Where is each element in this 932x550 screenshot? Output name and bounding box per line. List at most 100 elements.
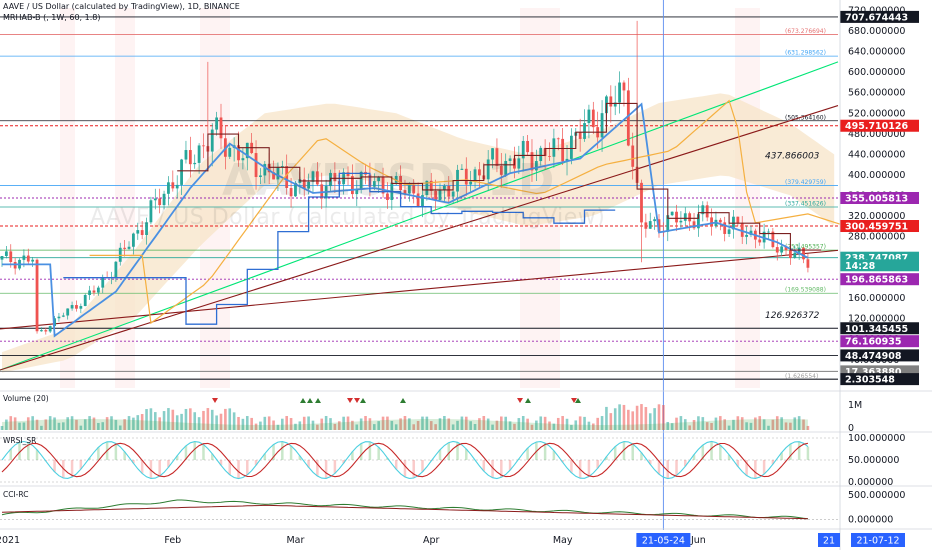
candle-body-116: [508, 158, 512, 161]
volume-bar-139: [609, 413, 613, 430]
volume-bar-184: [806, 425, 810, 430]
candle-body-31: [136, 230, 140, 234]
volume-bar-94: [412, 424, 416, 430]
volume-bar-97: [425, 416, 429, 430]
volume-pane-label[interactable]: Volume (20): [3, 394, 49, 403]
volume-bar-131: [574, 420, 578, 430]
time-highlight-a-bg: [636, 533, 691, 547]
time-edge-bg: [818, 533, 840, 547]
candle-body-46: [202, 145, 205, 147]
volume-bar-52: [228, 408, 232, 430]
price-tick-5: 520.000000: [848, 108, 905, 119]
volume-bar-50: [219, 413, 223, 430]
volume-bar-93: [408, 418, 411, 430]
volume-bar-114: [500, 416, 503, 430]
candle-body-45: [197, 145, 201, 163]
volume-bars: [0, 404, 810, 430]
volume-bar-29: [127, 416, 131, 430]
candle-body-55: [241, 158, 245, 161]
symbol-title[interactable]: AAVE / US Dollar (calculated by TradingV…: [3, 2, 240, 11]
candle-body-86: [377, 177, 381, 182]
price-tag-bg-3: [840, 220, 919, 233]
price-tick-2: 640.000000: [848, 47, 905, 58]
candle-body-144: [631, 145, 635, 167]
volume-bar-159: [697, 416, 700, 430]
candle-body-35: [153, 198, 157, 201]
volume-bar-31: [136, 415, 140, 430]
volume-bar-177: [775, 416, 779, 430]
wrsi-line: [1, 440, 809, 480]
volume-bar-99: [434, 424, 437, 430]
volume-bar-57: [250, 417, 253, 430]
candle-body-17: [75, 305, 78, 309]
candle-body-118: [517, 158, 521, 169]
volume-bar-174: [762, 419, 766, 430]
time-label-4: May: [553, 535, 573, 546]
candle-body-108: [473, 169, 477, 182]
candle-body-22: [96, 287, 100, 293]
candle-body-49: [215, 117, 219, 130]
candle-body-140: [613, 102, 617, 107]
candle-body-32: [140, 230, 144, 236]
candle-body-126: [552, 138, 556, 157]
volume-bar-100: [438, 418, 442, 430]
wrsi-tick-2: 0.000000: [848, 477, 893, 488]
candle-body-97: [425, 180, 429, 196]
price-tick-7: 440.000000: [848, 149, 905, 160]
volume-signal-down-4: [347, 398, 353, 403]
volume-bar-128: [561, 416, 564, 430]
volume-bar-24: [105, 417, 109, 430]
volume-signal-up-9: [525, 398, 531, 403]
candle-body-58: [254, 153, 258, 178]
candle-body-121: [530, 152, 534, 171]
volume-bar-69: [302, 416, 306, 430]
candle-body-27: [118, 247, 122, 262]
volume-bar-112: [491, 424, 494, 430]
volume-bar-133: [583, 416, 586, 430]
watermark-symbol: AAVEUSD, 1D: [222, 155, 555, 206]
volume-bar-55: [241, 418, 245, 430]
candle-body-43: [188, 150, 192, 165]
indicator-title[interactable]: MRHAB-B (, 1W, 60, 1.8): [3, 13, 101, 22]
cci-line: [1, 499, 808, 520]
candle-body-60: [263, 163, 267, 176]
volume-bar-45: [197, 417, 201, 430]
candle-body-0: [0, 256, 4, 260]
candle-body-119: [521, 140, 525, 159]
candle-body-176: [771, 231, 775, 248]
volume-bar-74: [324, 416, 328, 430]
price-tag-bg-0: [840, 10, 919, 23]
volume-bar-181: [793, 417, 797, 430]
candle-body-106: [464, 168, 468, 185]
volume-ma-area: [2, 419, 808, 430]
volume-bar-27: [118, 425, 122, 430]
volume-bar-32: [140, 414, 144, 430]
volume-bar-43: [189, 408, 192, 430]
volume-bar-28: [123, 419, 126, 430]
candle-body-173: [758, 239, 762, 243]
candle-body-93: [407, 185, 411, 194]
candle-body-6: [26, 255, 30, 262]
volume-bar-35: [154, 412, 157, 430]
candle-body-158: [692, 221, 696, 229]
volume-bar-167: [732, 419, 735, 430]
volume-bar-16: [70, 416, 74, 430]
candle-body-162: [710, 217, 713, 227]
volume-bar-157: [688, 425, 691, 430]
volume-bar-160: [701, 417, 705, 430]
cci-signal: [1, 504, 808, 520]
cci-pane-label[interactable]: CCI-RC: [3, 490, 29, 499]
level-label-1: (631.298562): [785, 50, 826, 57]
wrsi-pane-label[interactable]: WRSI_SR: [3, 436, 37, 445]
candle-body-95: [416, 193, 420, 207]
volume-bar-87: [381, 416, 385, 430]
volume-bar-1: [5, 419, 8, 430]
volume-bar-41: [180, 413, 183, 430]
price-tag-11: 2.303548: [845, 375, 895, 386]
candle-body-178: [780, 246, 784, 253]
wrsi-signal: [1, 442, 809, 478]
volume-bar-49: [215, 415, 218, 430]
volume-bar-15: [66, 417, 69, 430]
